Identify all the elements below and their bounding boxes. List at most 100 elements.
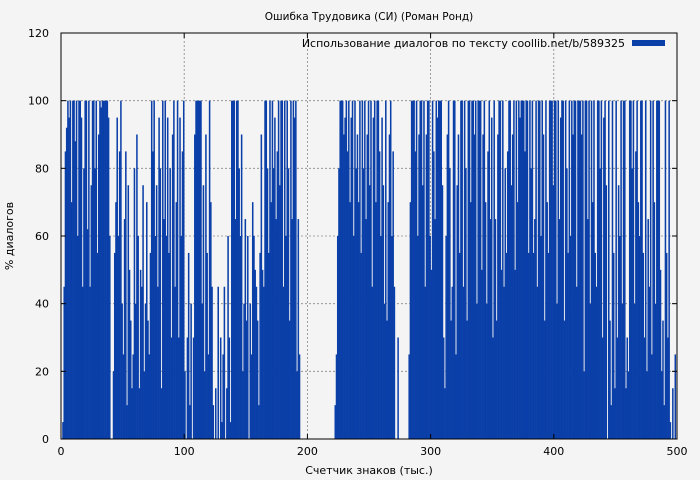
bar xyxy=(598,100,600,440)
bar xyxy=(360,252,362,439)
bar xyxy=(610,405,613,439)
bar xyxy=(295,100,297,440)
bar xyxy=(482,134,484,439)
bar xyxy=(550,100,552,440)
bar xyxy=(72,100,74,440)
bar xyxy=(96,252,99,439)
bar xyxy=(594,252,596,439)
bar xyxy=(648,286,651,439)
bar xyxy=(198,100,201,440)
bar xyxy=(244,219,247,439)
bar xyxy=(589,303,592,439)
bar xyxy=(479,100,482,440)
bar xyxy=(631,168,633,440)
bar xyxy=(272,168,275,440)
bar xyxy=(647,219,649,439)
bar xyxy=(128,269,131,439)
bar xyxy=(148,354,151,439)
bar xyxy=(276,151,279,439)
bar xyxy=(468,100,471,440)
bar xyxy=(578,100,580,440)
bar xyxy=(572,134,574,439)
bar xyxy=(664,100,667,440)
bar xyxy=(170,337,173,439)
bar xyxy=(638,236,641,439)
x-tick-label: 300 xyxy=(420,445,441,458)
bar xyxy=(652,100,654,440)
bar xyxy=(180,236,183,439)
bar xyxy=(120,100,122,440)
bar xyxy=(179,117,181,439)
bar xyxy=(415,100,418,440)
bar xyxy=(615,100,617,440)
bar xyxy=(280,100,282,440)
bar xyxy=(662,320,664,439)
bar xyxy=(640,100,642,440)
bar xyxy=(620,100,622,440)
bar xyxy=(181,151,184,439)
bar xyxy=(495,320,498,439)
bar xyxy=(569,236,572,439)
bar xyxy=(499,100,502,440)
bar xyxy=(173,100,175,440)
bar xyxy=(644,100,647,440)
bar xyxy=(557,100,560,440)
bar xyxy=(166,117,169,439)
bar xyxy=(263,286,265,439)
bar xyxy=(174,286,176,439)
y-tick-label: 120 xyxy=(28,27,49,40)
bar xyxy=(389,100,392,440)
bar xyxy=(222,354,224,439)
bar xyxy=(492,337,494,439)
bar xyxy=(566,168,568,440)
bar xyxy=(184,371,186,439)
bar xyxy=(163,219,165,439)
legend-label: Использование диалогов по тексту coollib… xyxy=(302,37,625,50)
bar xyxy=(245,320,248,439)
bar xyxy=(271,100,274,440)
bar xyxy=(169,168,171,440)
bar xyxy=(340,100,343,440)
bar xyxy=(653,202,656,439)
bar xyxy=(483,100,486,440)
bar xyxy=(115,202,117,439)
bar xyxy=(425,134,428,439)
bar xyxy=(445,236,447,439)
bar xyxy=(99,100,101,440)
bar xyxy=(125,151,127,439)
bar xyxy=(441,185,444,439)
bar xyxy=(131,388,133,439)
bar xyxy=(504,168,507,440)
bar xyxy=(258,405,260,439)
legend: Использование диалогов по тексту coollib… xyxy=(302,37,665,50)
bar xyxy=(298,354,301,439)
bar xyxy=(201,303,203,439)
bar xyxy=(656,100,658,440)
bar xyxy=(430,269,433,439)
bar xyxy=(195,100,197,440)
bar xyxy=(182,100,185,440)
y-tick-label: 20 xyxy=(35,365,49,378)
bar xyxy=(350,117,353,439)
bar xyxy=(373,100,376,440)
bar xyxy=(143,371,146,439)
bar xyxy=(603,117,605,439)
bar xyxy=(574,100,577,440)
bar xyxy=(526,100,529,440)
bar xyxy=(488,100,491,440)
bar xyxy=(660,371,663,439)
bar xyxy=(364,100,366,440)
bar xyxy=(461,100,463,440)
bar xyxy=(473,134,476,439)
bar xyxy=(511,134,514,439)
bar xyxy=(428,100,430,440)
bar xyxy=(127,185,130,439)
bar xyxy=(651,354,653,439)
bar xyxy=(345,100,348,440)
bar xyxy=(587,219,589,439)
bar xyxy=(500,269,503,439)
bar xyxy=(233,100,236,440)
bar xyxy=(654,303,657,439)
bar-series xyxy=(62,100,677,440)
bar xyxy=(452,100,455,440)
